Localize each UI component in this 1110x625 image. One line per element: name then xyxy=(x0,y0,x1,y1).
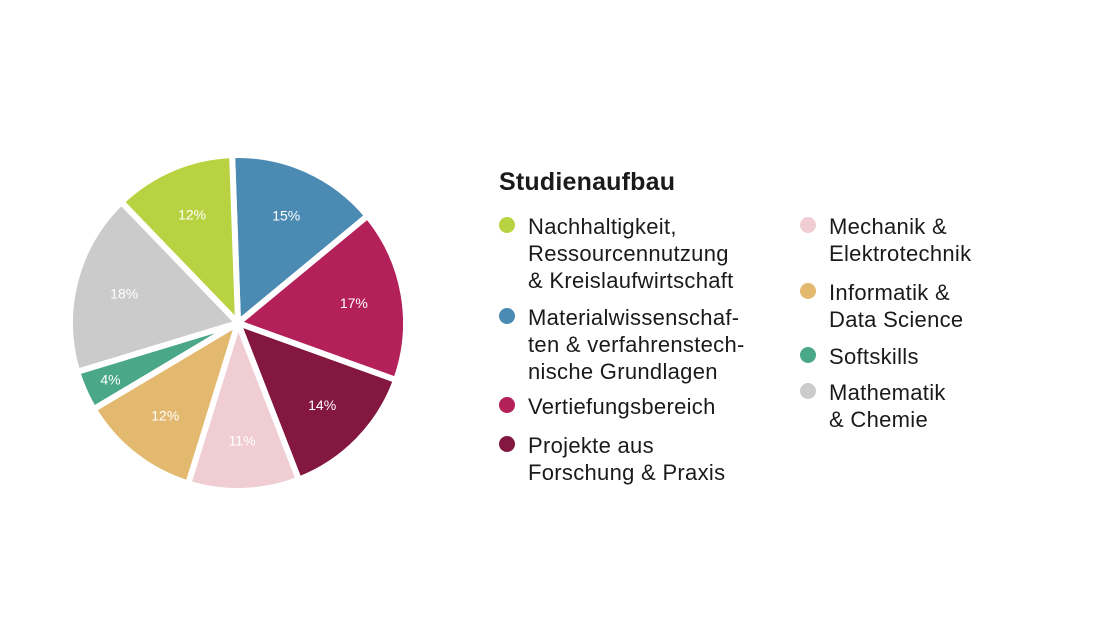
legend-label: Mathematik & Chemie xyxy=(829,380,946,432)
legend-label: Materialwissenschaf- ten & verfahrenstec… xyxy=(528,305,745,384)
pie-slice xyxy=(90,320,241,487)
pie-value-labels: 15% 17% 14% 11% 12% 4% 18% 12% xyxy=(100,207,368,449)
legend-label: Vertiefungsbereich xyxy=(528,394,716,419)
legend-label: Nachhaltigkeit, Ressourcennutzung & Krei… xyxy=(528,214,734,293)
legend-item-mechanik: Mechanik & Elektrotechnik xyxy=(800,213,971,267)
legend-item-softskills: Softskills xyxy=(800,343,919,370)
pie-slices xyxy=(67,152,409,494)
pie-slice xyxy=(235,212,409,384)
pie-slice xyxy=(67,199,241,375)
legend-label: Projekte aus Forschung & Praxis xyxy=(528,433,726,485)
pie-slice xyxy=(229,152,371,326)
legend-item-projekte: Projekte aus Forschung & Praxis xyxy=(499,432,725,486)
pie-slice xyxy=(118,152,241,326)
legend-marker xyxy=(499,217,515,233)
pie-value-label: 12% xyxy=(151,407,179,423)
legend-item-materialwissenschaften: Materialwissenschaf- ten & verfahrenstec… xyxy=(499,304,745,385)
pie-value-label: 14% xyxy=(308,397,336,413)
pie-value-label: 11% xyxy=(229,433,256,449)
pie-slice xyxy=(235,320,400,483)
pie-value-label: 17% xyxy=(340,295,368,311)
legend-item-informatik: Informatik & Data Science xyxy=(800,279,963,333)
legend-marker xyxy=(800,283,816,299)
legend-label: Mechanik & Elektrotechnik xyxy=(829,214,972,266)
legend-item-mathematik: Mathematik & Chemie xyxy=(800,379,946,433)
legend-label: Softskills xyxy=(829,344,919,369)
pie-slice xyxy=(185,320,302,494)
pie-value-label: 4% xyxy=(100,371,120,387)
legend-marker xyxy=(499,436,515,452)
pie-value-label: 18% xyxy=(110,285,138,301)
legend-item-vertiefungsbereich: Vertiefungsbereich xyxy=(499,393,716,420)
legend-marker xyxy=(800,347,816,363)
legend-item-nachhaltigkeit: Nachhaltigkeit, Ressourcennutzung & Krei… xyxy=(499,213,734,294)
pie-value-label: 15% xyxy=(272,208,300,224)
legend-marker xyxy=(800,383,816,399)
pie-value-label: 12% xyxy=(178,207,206,223)
legend-marker xyxy=(800,217,816,233)
legend-title: Studienaufbau xyxy=(499,168,676,196)
legend-marker xyxy=(499,397,515,413)
legend-marker xyxy=(499,308,515,324)
legend-label: Informatik & Data Science xyxy=(829,280,964,332)
